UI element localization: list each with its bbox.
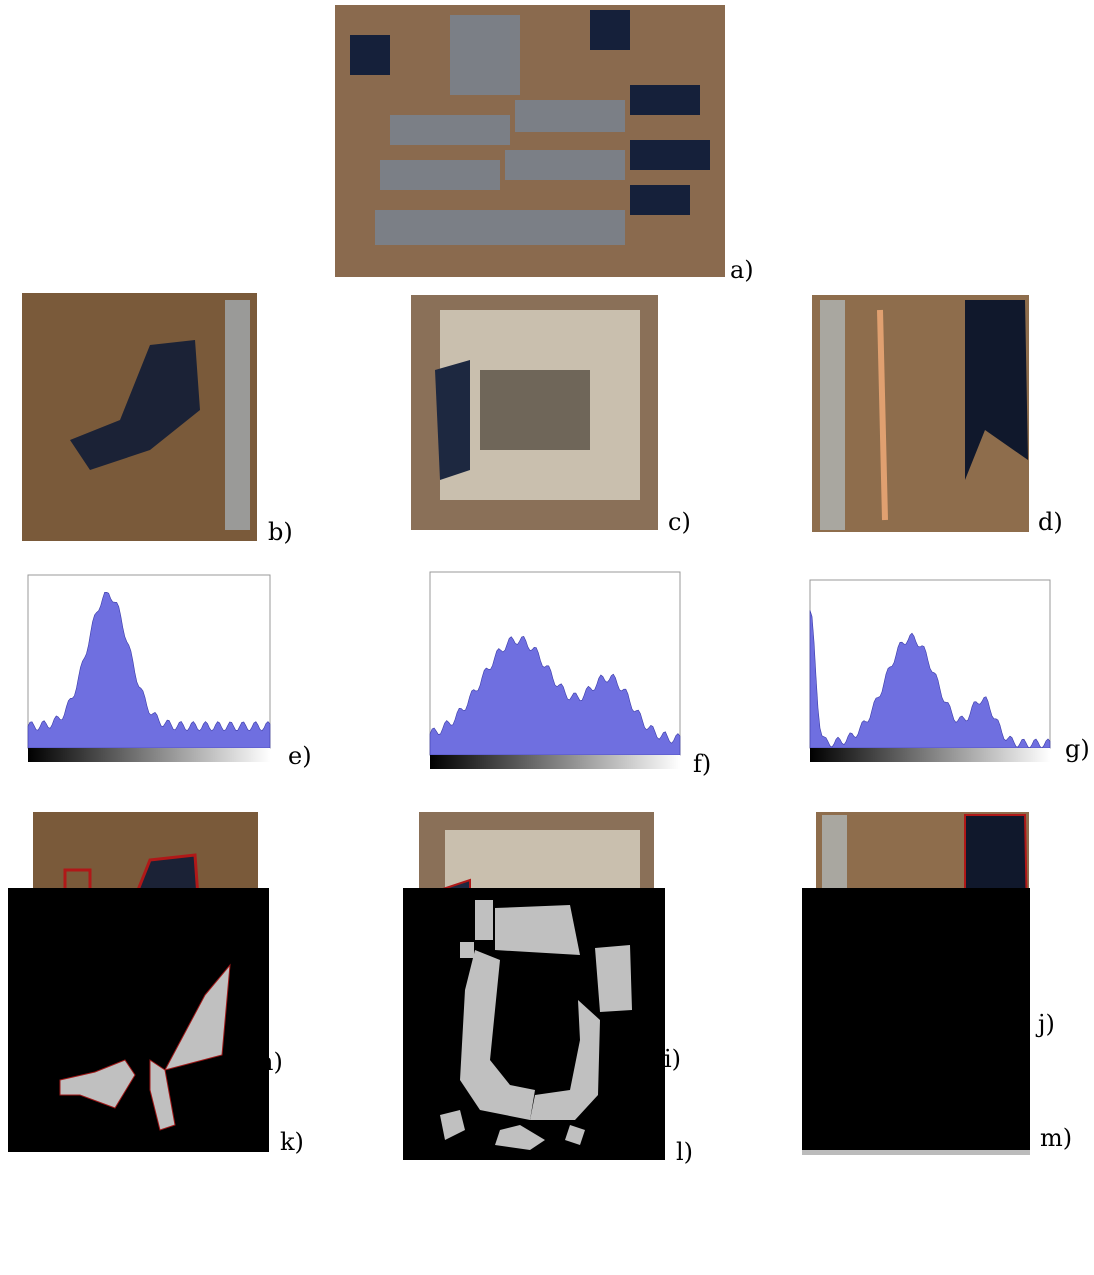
image-c: c)	[411, 295, 691, 536]
image-d: d)	[812, 295, 1063, 536]
mask-m: m)	[802, 888, 1072, 1155]
panel-label: d)	[1038, 508, 1063, 536]
panel-label: m)	[1040, 1124, 1072, 1152]
histogram-e: e)	[28, 575, 312, 770]
colorbar	[28, 748, 270, 762]
colorbar	[430, 755, 680, 769]
panel-label: g)	[1065, 735, 1090, 763]
panel-label: c)	[668, 508, 691, 536]
panel-label: j)	[1035, 1010, 1055, 1038]
panel-label: e)	[288, 742, 312, 770]
panel-label: a)	[730, 256, 754, 284]
image-b: b)	[22, 293, 293, 546]
histogram-f: f)	[430, 572, 711, 778]
image-a: a)	[335, 5, 754, 284]
panel-label: i)	[664, 1045, 681, 1073]
page: a) b) c) d) e) f) g) h) i)	[0, 0, 1094, 1275]
colorbar	[810, 748, 1050, 762]
panel-label: l)	[676, 1138, 693, 1166]
mask-l: l)	[403, 888, 693, 1166]
panel-label: f)	[693, 750, 711, 778]
figure: a) b) c) d) e) f) g) h) i)	[0, 0, 1094, 1275]
panel-label: b)	[268, 518, 293, 546]
panel-label: k)	[280, 1128, 304, 1156]
mask-k: k)	[8, 888, 304, 1156]
histogram-g: g)	[810, 580, 1090, 763]
